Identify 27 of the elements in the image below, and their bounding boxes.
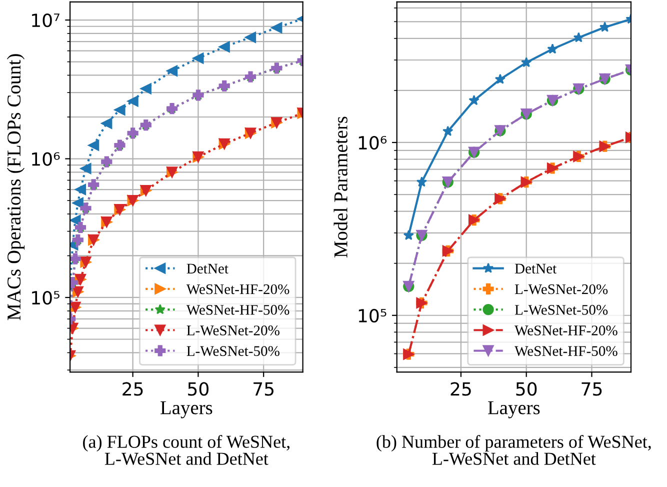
y-tick-label: 10⁶ [358,136,387,150]
y-tick-label: 10⁵ [32,290,60,305]
x-tick-label: 25 [122,382,143,396]
legend-label: WeSNet-HF-20% [186,284,290,294]
text: (b) Number of parameters of WeSNet, L-WeSNet and DetNet [376,434,651,465]
x-axis-title: Layers [160,401,212,418]
y-tick-label: 10⁵ [358,308,386,322]
x-tick-label: 75 [254,382,274,396]
y-tick-label: 10⁶ [32,152,60,166]
x-tick-label: 50 [516,382,537,396]
y-axis-title: Model Parameters [334,116,348,258]
legend-label: L-WeSNet-20% [186,326,280,336]
legend-label: WeSNet-HF-50% [186,304,290,315]
x-tick-label: 25 [450,382,471,396]
legend-label: L-WeSNet-50% [514,304,608,315]
x-tick-label: 50 [188,382,208,396]
text: (a) FLOPs count of WeSNet, L-WeSNet and DetNet [83,434,290,465]
x-tick-label: 75 [582,382,602,396]
legend-label: DetNet [514,264,557,274]
legend-label: WeSNet-HF-20% [514,326,618,336]
legend-label: WeSNet-HF-50% [514,346,618,356]
legend-label: L-WeSNet-50% [186,346,280,356]
y-tick-label: 10⁷ [32,13,60,28]
legend-label: DetNet [186,264,228,274]
x-axis-title: Layers [488,401,540,418]
y-axis-title: MACs Operations (FLOPs Count) [6,54,25,320]
legend-label: L-WeSNet-20% [514,284,608,294]
